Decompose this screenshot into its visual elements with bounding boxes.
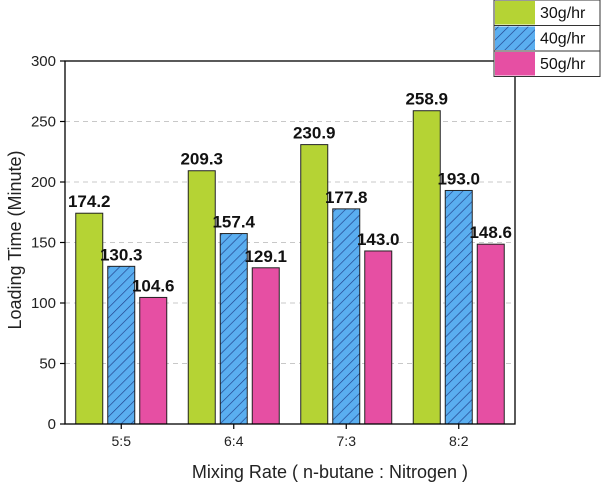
y-tick-label: 150	[31, 235, 56, 252]
y-tick-label: 200	[31, 174, 56, 191]
y-axis-title: Loading Time (Minute)	[5, 150, 25, 329]
data-label: 157.4	[212, 213, 255, 232]
data-label: 230.9	[293, 124, 336, 143]
bar-30g-hr	[75, 212, 104, 425]
bar-30g-hr	[300, 144, 329, 425]
data-label: 143.0	[357, 230, 400, 249]
legend-label: 50g/hr	[540, 56, 586, 73]
y-tick-label: 250	[31, 114, 56, 131]
legend-swatch-50g-hr	[495, 52, 535, 76]
x-tick-label: 6:4	[224, 433, 244, 449]
y-tick-label: 50	[39, 356, 56, 373]
data-label: 209.3	[180, 150, 223, 169]
y-tick-label: 0	[48, 416, 56, 433]
bar-40g-hr	[219, 233, 248, 425]
legend-swatch-30g-hr	[495, 1, 535, 25]
bar-50g-hr	[139, 296, 168, 425]
x-tick-label: 7:3	[337, 433, 357, 449]
bar-50g-hr	[251, 267, 280, 425]
data-label: 258.9	[405, 90, 448, 109]
legend: 30g/hr 40g/hr 50g/hr	[493, 0, 601, 77]
data-label: 174.2	[68, 192, 111, 211]
bar-40g-hr	[444, 189, 473, 425]
bar-50g-hr	[364, 250, 393, 425]
bar-30g-hr	[187, 170, 216, 425]
legend-swatch-40g-hr	[495, 26, 535, 50]
legend-label: 30g/hr	[540, 5, 586, 22]
data-label: 129.1	[244, 247, 287, 266]
data-label: 104.6	[132, 276, 175, 295]
bar-40g-hr	[332, 208, 361, 425]
y-tick-label: 300	[31, 53, 56, 70]
x-axis-title: Mixing Rate ( n-butane : Nitrogen )	[192, 462, 468, 482]
data-label: 193.0	[437, 169, 480, 188]
bar-50g-hr	[476, 243, 505, 425]
legend-label: 40g/hr	[540, 31, 586, 48]
data-label: 130.3	[100, 245, 143, 264]
data-label: 148.6	[469, 223, 512, 242]
bar-30g-hr	[412, 110, 441, 425]
x-tick-label: 8:2	[449, 433, 469, 449]
data-label: 177.8	[325, 188, 368, 207]
x-tick-label: 5:5	[112, 433, 132, 449]
bar-40g-hr	[107, 265, 136, 425]
y-tick-label: 100	[31, 295, 56, 312]
